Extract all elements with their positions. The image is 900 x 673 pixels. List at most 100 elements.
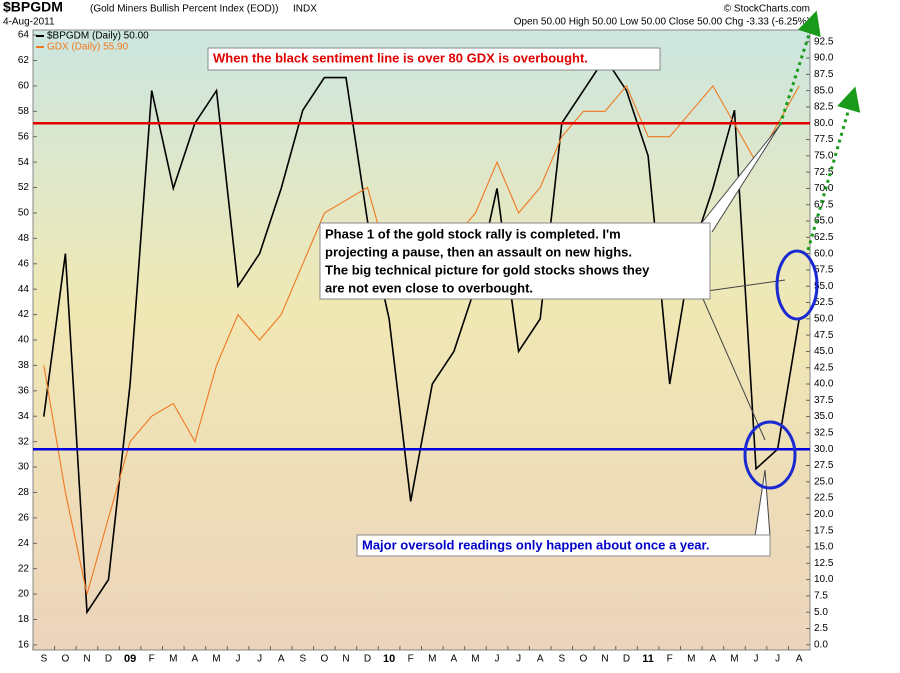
y2-tick-label: 0.0	[814, 639, 828, 650]
x-tick-label: N	[601, 654, 608, 665]
y2-tick-label: 72.5	[814, 167, 834, 178]
x-tick-label: O	[579, 654, 587, 665]
x-tick-label: M	[169, 654, 177, 665]
y2-tick-label: 75.0	[814, 150, 834, 161]
source: © StockCharts.com	[724, 4, 810, 15]
y2-tick-label: 25.0	[814, 476, 834, 487]
title: (Gold Miners Bullish Percent Index (EOD)…	[90, 4, 278, 15]
y-tick-label: 28	[18, 487, 30, 498]
y-tick-label: 50	[18, 208, 30, 219]
x-tick-label: J	[236, 654, 241, 665]
y-tick-label: 44	[18, 284, 30, 295]
y-tick-label: 64	[18, 30, 30, 41]
y2-tick-label: 42.5	[814, 362, 834, 373]
note-box	[319, 222, 711, 300]
projection-arrow	[806, 86, 861, 251]
x-tick-label: S	[40, 654, 47, 665]
x-tick-label: M	[730, 654, 738, 665]
y2-tick-label: 77.5	[814, 134, 834, 145]
x-tick-label: M	[687, 654, 695, 665]
legend-label: $BPGDM (Daily) 50.00	[47, 31, 149, 42]
y-tick-label: 16	[18, 640, 30, 651]
note-box	[356, 534, 771, 557]
y2-tick-label: 10.0	[814, 574, 834, 585]
y2-tick-label: 50.0	[814, 313, 834, 324]
y2-tick-label: 5.0	[814, 607, 828, 618]
y2-tick-label: 47.5	[814, 330, 834, 341]
x-tick-label: J	[257, 654, 262, 665]
y2-tick-label: 22.5	[814, 493, 834, 504]
y2-tick-label: 32.5	[814, 428, 834, 439]
y-tick-label: 38	[18, 360, 30, 371]
x-tick-label: J	[754, 654, 759, 665]
y2-tick-label: 87.5	[814, 69, 834, 80]
y2-tick-label: 67.5	[814, 199, 834, 210]
exchange: INDX	[293, 4, 317, 15]
x-tick-label: 11	[642, 653, 654, 665]
y-tick-label: 42	[18, 309, 30, 320]
y2-tick-label: 65.0	[814, 216, 834, 227]
x-tick-label: A	[192, 654, 199, 665]
x-tick-label: A	[537, 654, 544, 665]
y2-tick-label: 27.5	[814, 460, 834, 471]
y-tick-label: 30	[18, 462, 30, 473]
legend-label: GDX (Daily) 55.90	[47, 42, 129, 53]
y-tick-label: 58	[18, 106, 30, 117]
y-tick-label: 54	[18, 157, 30, 168]
x-tick-label: A	[278, 654, 285, 665]
x-tick-label: N	[83, 654, 90, 665]
series-line	[43, 56, 800, 615]
y2-tick-label: 2.5	[814, 623, 828, 634]
x-tick-label: S	[299, 654, 306, 665]
x-tick-label: S	[558, 654, 565, 665]
y-tick-label: 26	[18, 513, 30, 524]
note: are not even close to overbought.	[325, 280, 533, 295]
y-tick-label: 48	[18, 233, 30, 244]
x-tick-label: D	[105, 654, 112, 665]
y2-tick-label: 7.5	[814, 591, 828, 602]
x-tick-label: J	[775, 654, 780, 665]
y2-tick-label: 15.0	[814, 542, 834, 553]
y-tick-label: 56	[18, 131, 30, 142]
y2-tick-label: 12.5	[814, 558, 834, 569]
x-tick-label: M	[471, 654, 479, 665]
note: projecting a pause, then an assault on n…	[325, 244, 632, 259]
y2-tick-label: 85.0	[814, 85, 834, 96]
y-tick-label: 52	[18, 182, 30, 193]
annotations: When the black sentiment line is over 80…	[207, 10, 861, 557]
x-tick-label: O	[320, 654, 328, 665]
x-tick-label: J	[495, 654, 500, 665]
y2-tick-label: 20.0	[814, 509, 834, 520]
note: When the black sentiment line is over 80…	[213, 50, 588, 65]
date: 4-Aug-2011	[3, 17, 55, 28]
y-tick-label: 20	[18, 589, 30, 600]
x-tick-label: A	[451, 654, 458, 665]
y-tick-label: 18	[18, 614, 30, 625]
y-tick-label: 34	[18, 411, 30, 422]
note: Phase 1 of the gold stock rally is compl…	[325, 226, 621, 241]
y2-tick-label: 82.5	[814, 102, 834, 113]
y2-tick-label: 37.5	[814, 395, 834, 406]
y-tick-label: 40	[18, 335, 30, 346]
y2-tick-label: 92.5	[814, 36, 834, 47]
note: The big technical picture for gold stock…	[325, 262, 650, 277]
y2-tick-label: 90.0	[814, 53, 834, 64]
callout	[699, 279, 786, 293]
x-tick-label: F	[408, 654, 414, 665]
x-tick-label: A	[796, 654, 803, 665]
y2-tick-label: 35.0	[814, 411, 834, 422]
y-tick-label: 22	[18, 563, 30, 574]
symbol: $BPGDM	[3, 0, 63, 15]
y2-tick-label: 40.0	[814, 379, 834, 390]
y2-tick-label: 57.5	[814, 265, 834, 276]
x-tick-label: D	[623, 654, 630, 665]
note: Major oversold readings only happen abou…	[362, 537, 709, 552]
y-tick-label: 62	[18, 55, 30, 66]
x-tick-label: M	[428, 654, 436, 665]
x-tick-label: F	[667, 654, 673, 665]
y2-tick-label: 60.0	[814, 248, 834, 259]
stats: Open 50.00 High 50.00 Low 50.00 Close 50…	[514, 17, 810, 28]
note-box	[207, 47, 661, 71]
x-tick-label: A	[710, 654, 717, 665]
